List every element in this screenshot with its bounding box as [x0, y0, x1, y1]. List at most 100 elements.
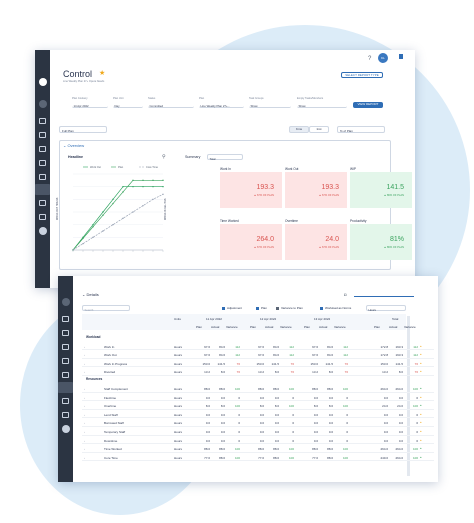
- legend-item-3[interactable]: Workload as Norms: [325, 306, 352, 310]
- row-unit: Hours: [174, 386, 183, 391]
- toggle-inst[interactable]: Inst: [309, 126, 329, 133]
- select-report-type-button[interactable]: SELECT REPORT TYPE: [341, 72, 383, 78]
- help-icon[interactable]: ?: [368, 56, 372, 62]
- search-input[interactable]: Search: [82, 305, 130, 312]
- row-unit: Hours: [174, 353, 183, 358]
- filter-select-4[interactable]: Show: [249, 102, 291, 108]
- filter-select-3[interactable]: Line Weekly Plan 27+...: [199, 102, 244, 108]
- row-cell: 0.0: [383, 395, 388, 400]
- table-icon[interactable]: [39, 200, 46, 206]
- row-cell: 88.0: [258, 386, 264, 391]
- avatar[interactable]: KL: [378, 53, 388, 63]
- logo-icon[interactable]: [38, 78, 47, 86]
- chart-icon-selected[interactable]: [35, 184, 50, 195]
- row-name: Staff Complement: [104, 386, 128, 391]
- legend-item-2[interactable]: Variance to Plan: [281, 306, 303, 310]
- star-icon[interactable]: ★: [99, 70, 106, 77]
- row-cell: 0.0: [205, 395, 210, 400]
- plan-select[interactable]: Full Plan: [59, 126, 107, 133]
- pen-icon[interactable]: [62, 358, 69, 364]
- row-flag-icon: ●: [420, 404, 422, 408]
- row-cell: 0.0: [398, 429, 403, 434]
- user-icon[interactable]: [61, 298, 70, 306]
- toggle-kms[interactable]: Kms: [289, 126, 309, 133]
- row-cell: 77.0: [312, 455, 318, 460]
- mail-icon[interactable]: [62, 372, 69, 378]
- legend-swatch-0: [222, 307, 225, 310]
- series-2-point-0: [72, 249, 74, 251]
- headline-chart: Work Out Plan Core Time: [72, 165, 164, 252]
- row-cell: 0.0: [259, 421, 264, 426]
- percent-select[interactable]: % of Plan: [337, 126, 385, 133]
- row-cell: 0: [238, 421, 240, 426]
- row-cell: 100: [234, 386, 240, 391]
- row-expand-icon[interactable]: ›: [84, 344, 85, 349]
- bookmark-icon[interactable]: [399, 54, 403, 59]
- row-expand-icon[interactable]: ›: [84, 395, 85, 400]
- legend-label-1: Plan: [118, 165, 124, 169]
- wrench-icon[interactable]: [62, 412, 69, 418]
- view-report-button[interactable]: VIEW REPORT: [353, 102, 383, 108]
- mail-icon[interactable]: [39, 174, 46, 180]
- row-expand-icon[interactable]: ›: [84, 455, 85, 460]
- row-cell: 100: [234, 455, 240, 460]
- filter-select-1[interactable]: Day: [113, 102, 143, 108]
- gear-icon[interactable]: [38, 227, 47, 235]
- details-toggle-open[interactable]: ⌄ Details: [82, 292, 99, 297]
- scrollbar[interactable]: [407, 316, 410, 476]
- legend-item-1[interactable]: Plan: [261, 306, 268, 310]
- calendar-icon[interactable]: [39, 118, 46, 124]
- filter-select-2[interactable]: Committed: [148, 102, 194, 108]
- row-flag-icon: ●: [420, 344, 422, 348]
- card-title-1: Work Out: [285, 167, 299, 171]
- pen-icon[interactable]: [39, 160, 46, 166]
- filter-select-5[interactable]: Show: [297, 102, 347, 108]
- row-cell: 100: [288, 447, 294, 452]
- zoom-icon[interactable]: ⚲: [162, 154, 166, 160]
- col-header-1-2: Variance: [280, 325, 292, 329]
- row-expand-icon[interactable]: ›: [84, 438, 85, 443]
- filter-value-2: Committed: [149, 103, 164, 108]
- gear-icon[interactable]: [61, 425, 70, 433]
- row-unit: Hours: [174, 429, 183, 434]
- legend-item-0[interactable]: Adjustment: [227, 306, 243, 310]
- row-cell: 8.0: [220, 370, 225, 375]
- row-cell: 76: [414, 361, 418, 366]
- row-expand-icon[interactable]: ›: [84, 404, 85, 409]
- calendar-icon[interactable]: [62, 316, 69, 322]
- table-icon[interactable]: [62, 398, 69, 404]
- card-2: 141.5 ▲ 86% OF PLAN: [350, 172, 412, 208]
- grid-icon[interactable]: [39, 132, 46, 138]
- grid-icon[interactable]: [62, 330, 69, 336]
- row-expand-icon[interactable]: ›: [84, 353, 85, 358]
- monitor-icon[interactable]: [39, 146, 46, 152]
- row-expand-icon[interactable]: ›: [84, 361, 85, 366]
- series-line-2: [72, 193, 164, 251]
- row-cell: 76: [344, 370, 348, 375]
- card-0: 193.3 ▲ 67% OF PLAN: [220, 172, 282, 208]
- summary-select[interactable]: Total: [207, 154, 243, 161]
- row-expand-icon[interactable]: ›: [84, 421, 85, 426]
- filter-select-0[interactable]: 14 Apr 2022: [72, 102, 108, 108]
- row-expand-icon[interactable]: ›: [84, 386, 85, 391]
- row-cell: 0.0: [398, 395, 403, 400]
- camera-icon[interactable]: ◘: [344, 292, 347, 297]
- row-cell: 0.0: [274, 429, 279, 434]
- legend-swatch-1: [256, 307, 259, 310]
- row-expand-icon[interactable]: ›: [84, 370, 85, 375]
- row-cell: 97.6: [258, 353, 264, 358]
- row-expand-icon[interactable]: ›: [84, 447, 85, 452]
- monitor-icon[interactable]: [62, 344, 69, 350]
- overview-toggle[interactable]: ⌄ Overview: [63, 143, 85, 148]
- user-icon[interactable]: [38, 100, 47, 108]
- row-cell: 264.0: [395, 455, 403, 460]
- chart-icon-selected[interactable]: [58, 382, 73, 393]
- wrench-icon[interactable]: [39, 214, 46, 220]
- row-cell: 0.0: [383, 438, 388, 443]
- table-row: › Diverted Hours 13.2 8.0 76 13.2 8.0 76 13.2 8.0 7…: [82, 368, 434, 376]
- row-expand-icon[interactable]: ›: [84, 412, 85, 417]
- units-select[interactable]: Hours: [366, 305, 406, 312]
- row-expand-icon[interactable]: ›: [84, 429, 85, 434]
- zoom-slider[interactable]: [354, 296, 414, 297]
- filter-label-1: Plan Unit: [113, 97, 124, 100]
